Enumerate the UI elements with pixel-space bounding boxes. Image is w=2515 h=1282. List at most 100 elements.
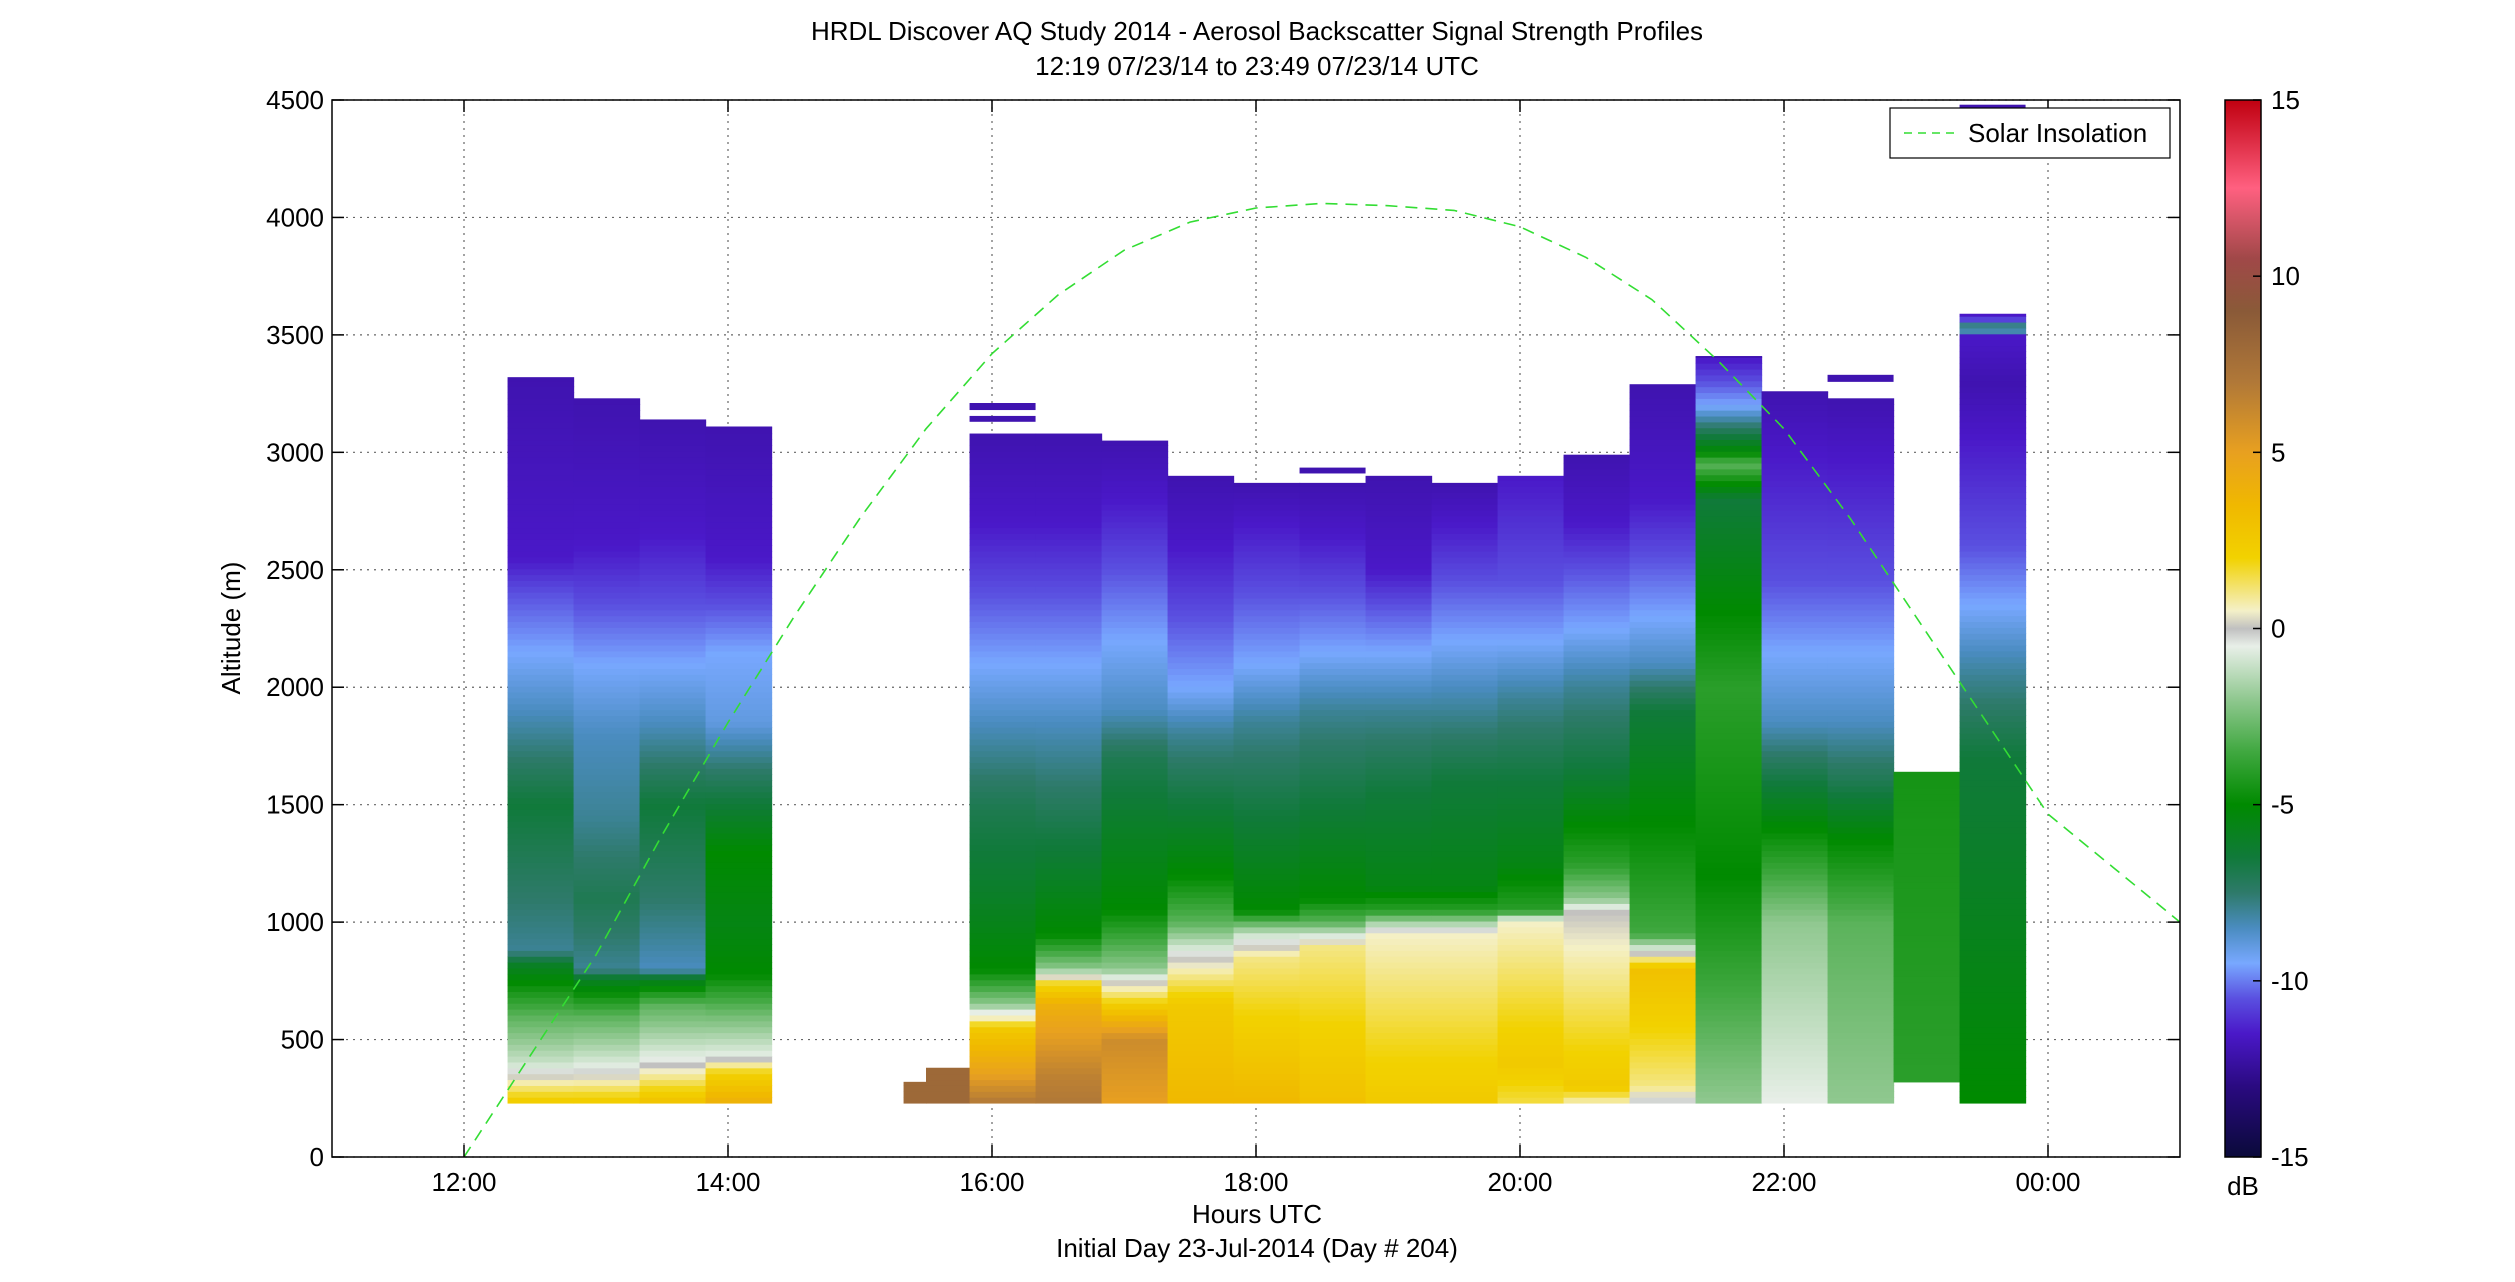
heatmap-cell [507, 762, 575, 769]
heatmap-cell [1431, 797, 1499, 805]
heatmap-cell [1563, 609, 1631, 617]
heatmap-cell [1629, 962, 1697, 969]
heatmap-cell [1959, 815, 2027, 822]
heatmap-cell [1695, 1032, 1763, 1039]
heatmap-cell [573, 1073, 641, 1081]
heatmap-cell [1035, 985, 1103, 993]
heatmap-cell [507, 644, 575, 652]
heatmap-cell [1827, 509, 1895, 517]
heatmap-cell [1431, 862, 1499, 869]
heatmap-cell [1233, 1026, 1301, 1034]
heatmap-cell [1959, 533, 2027, 540]
profile-column [507, 377, 575, 1104]
heatmap-cell [1299, 1038, 1367, 1045]
heatmap-cell [1761, 885, 1829, 893]
heatmap-cell [639, 462, 707, 470]
heatmap-cell [1431, 527, 1499, 534]
heatmap-cell [1167, 862, 1235, 869]
heatmap-cell [1761, 721, 1829, 728]
heatmap-cell [1695, 492, 1763, 499]
heatmap-cell [969, 979, 1037, 987]
heatmap-cell [1959, 697, 2027, 705]
heatmap-cell [1959, 956, 2027, 963]
heatmap-cell [1299, 756, 1367, 763]
heatmap-cell [1035, 603, 1103, 611]
heatmap-cell [1497, 586, 1565, 593]
heatmap-cell [1497, 1067, 1565, 1075]
heatmap-cell [1761, 785, 1829, 793]
heatmap-cell [1431, 1050, 1499, 1057]
heatmap-cell [573, 756, 641, 763]
heatmap-cell [705, 597, 773, 605]
heatmap-cell [1167, 809, 1235, 816]
heatmap-cell [1827, 791, 1895, 799]
heatmap-cell [1299, 826, 1367, 834]
heatmap-cell [1431, 709, 1499, 717]
heatmap-cell [1761, 556, 1829, 564]
heatmap-cell [1563, 480, 1631, 487]
heatmap-cell [1761, 427, 1829, 435]
heatmap-cell [507, 639, 575, 646]
heatmap-cell [1299, 762, 1367, 769]
heatmap-cell [1431, 662, 1499, 670]
heatmap-cell [1695, 733, 1763, 740]
heatmap-cell [1629, 386, 1697, 394]
heatmap-cell [1167, 715, 1235, 722]
heatmap-cell [639, 668, 707, 675]
heatmap-cell [969, 474, 1037, 482]
heatmap-cell [1167, 697, 1235, 705]
heatmap-cell [1233, 997, 1301, 1004]
heatmap-cell [1101, 703, 1169, 711]
heatmap-cell [573, 997, 641, 1004]
heatmap-cell [1233, 838, 1301, 846]
heatmap-cell [1497, 533, 1565, 540]
heatmap-cell [1101, 791, 1169, 799]
heatmap-cell [639, 885, 707, 893]
heatmap-cell [573, 545, 641, 552]
heatmap-cell [1035, 1061, 1103, 1069]
heatmap-cell [1695, 926, 1763, 934]
heatmap-cell [1101, 709, 1169, 717]
heatmap-cell [969, 539, 1037, 546]
heatmap-cell [969, 768, 1037, 775]
heatmap-cell [1827, 1026, 1895, 1034]
heatmap-cell [1629, 873, 1697, 881]
heatmap-cell [1035, 686, 1103, 693]
heatmap-cell [573, 938, 641, 946]
heatmap-cell [1101, 562, 1169, 570]
heatmap-cell [1695, 609, 1763, 617]
heatmap-cell [639, 451, 707, 458]
heatmap-cell [507, 380, 575, 388]
heatmap-cell [507, 586, 575, 593]
heatmap-cell [1233, 973, 1301, 981]
heatmap-cell [1101, 967, 1169, 975]
heatmap-cell [1629, 803, 1697, 810]
heatmap-cell [1827, 727, 1895, 734]
heatmap-cell [1959, 451, 2027, 458]
heatmap-cell [1959, 897, 2027, 904]
heatmap-cell [1959, 592, 2027, 599]
heatmap-cell [969, 991, 1037, 998]
heatmap-cell [705, 1032, 773, 1039]
heatmap-cell [1563, 1050, 1631, 1057]
heatmap-cell [1959, 1032, 2027, 1039]
heatmap-cell [1761, 715, 1829, 722]
heatmap-cell [1431, 832, 1499, 840]
heatmap-cell [969, 674, 1037, 681]
heatmap-cell [1629, 451, 1697, 458]
heatmap-cell [1101, 440, 1169, 446]
heatmap-cell [1959, 785, 2027, 793]
heatmap-cell [1563, 621, 1631, 628]
heatmap-cell [1431, 926, 1499, 934]
heatmap-cell [573, 445, 641, 452]
heatmap-cell [1959, 856, 2027, 863]
heatmap-cell [1629, 550, 1697, 558]
heatmap-cell [1695, 832, 1763, 840]
heatmap-cell [1959, 498, 2027, 505]
heatmap-cell [1761, 1061, 1829, 1069]
heatmap-cell [1365, 1091, 1433, 1098]
heatmap-cell [1563, 650, 1631, 658]
heatmap-cell [573, 715, 641, 722]
heatmap-cell [969, 1067, 1037, 1075]
heatmap-cell [705, 650, 773, 658]
